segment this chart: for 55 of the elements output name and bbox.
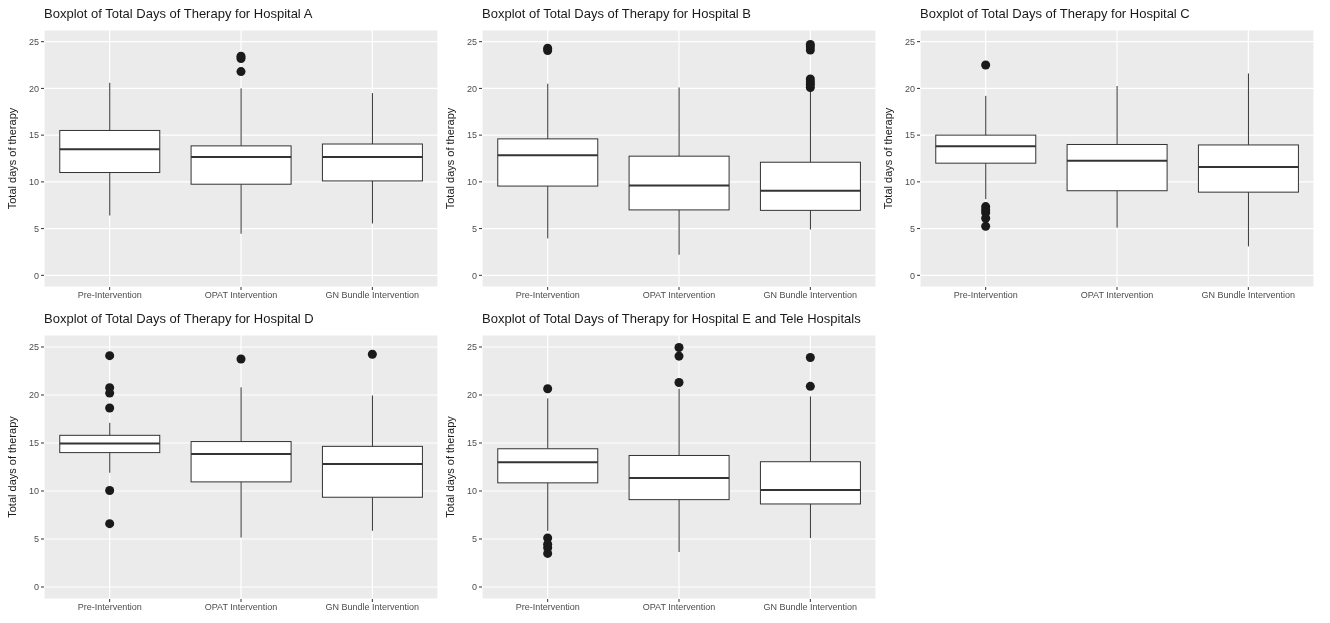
chart-title: Boxplot of Total Days of Therapy for Hospital E and Tele Hospitals <box>481 310 862 328</box>
y-tick-label: 15 <box>466 130 477 141</box>
y-tick-label: 5 <box>33 223 39 234</box>
y-tick-label: 20 <box>28 83 39 94</box>
y-axis-title: Total days of therapy <box>5 107 18 210</box>
y-tick-label: 20 <box>28 390 39 401</box>
x-tick-label: OPAT Intervention <box>642 290 716 301</box>
y-tick-label: 0 <box>909 270 915 281</box>
y-tick-label: 10 <box>28 486 39 497</box>
y-tick-label: 5 <box>471 223 477 234</box>
x-tick-label: Pre-Intervention <box>953 290 1018 301</box>
x-tick-label: Pre-Intervention <box>77 290 142 301</box>
chart-title: Boxplot of Total Days of Therapy for Hospital C <box>919 5 1191 23</box>
x-tick-label: OPAT Intervention <box>204 602 278 613</box>
x-tick-label: Pre-Intervention <box>77 602 142 613</box>
y-axis-title: Total days of therapy <box>443 107 456 210</box>
chart-title: Boxplot of Total Days of Therapy for Hospital A <box>43 5 314 23</box>
y-tick-label: 20 <box>904 83 915 94</box>
x-tick-label: OPAT Intervention <box>204 290 278 301</box>
y-tick-label: 15 <box>904 130 915 141</box>
y-tick-label: 5 <box>909 223 915 234</box>
y-tick-label: 25 <box>466 342 477 353</box>
y-tick-label: 15 <box>28 438 39 449</box>
y-axis-title: Total days of therapy <box>5 415 18 518</box>
x-tick-label: Pre-Intervention <box>515 290 580 301</box>
y-tick-label: 20 <box>466 83 477 94</box>
y-tick-label: 15 <box>28 130 39 141</box>
chart-title: Boxplot of Total Days of Therapy for Hospital B <box>481 5 753 23</box>
x-tick-label: GN Bundle Intervention <box>1201 290 1296 301</box>
x-tick-label: GN Bundle Intervention <box>325 602 420 613</box>
y-axis-title: Total days of therapy <box>443 415 456 518</box>
y-tick-label: 25 <box>466 36 477 47</box>
x-tick-label: Pre-Intervention <box>515 602 580 613</box>
chart-title: Boxplot of Total Days of Therapy for Hospital D <box>43 310 315 328</box>
x-tick-label: OPAT Intervention <box>642 602 716 613</box>
y-tick-label: 0 <box>471 582 477 593</box>
y-tick-label: 10 <box>28 177 39 188</box>
y-tick-label: 25 <box>28 342 39 353</box>
x-tick-label: GN Bundle Intervention <box>763 602 858 613</box>
y-tick-label: 15 <box>466 438 477 449</box>
y-tick-label: 5 <box>471 534 477 545</box>
y-tick-label: 10 <box>904 177 915 188</box>
y-tick-label: 10 <box>466 486 477 497</box>
y-tick-label: 5 <box>33 534 39 545</box>
y-tick-label: 10 <box>466 177 477 188</box>
x-tick-label: GN Bundle Intervention <box>325 290 420 301</box>
y-axis-title: Total days of therapy <box>881 107 894 210</box>
y-tick-label: 25 <box>904 36 915 47</box>
y-tick-label: 25 <box>28 36 39 47</box>
x-tick-label: GN Bundle Intervention <box>763 290 858 301</box>
y-tick-label: 20 <box>466 390 477 401</box>
y-tick-label: 0 <box>33 270 39 281</box>
y-tick-label: 0 <box>33 582 39 593</box>
x-tick-label: OPAT Intervention <box>1080 290 1154 301</box>
y-tick-label: 0 <box>471 270 477 281</box>
